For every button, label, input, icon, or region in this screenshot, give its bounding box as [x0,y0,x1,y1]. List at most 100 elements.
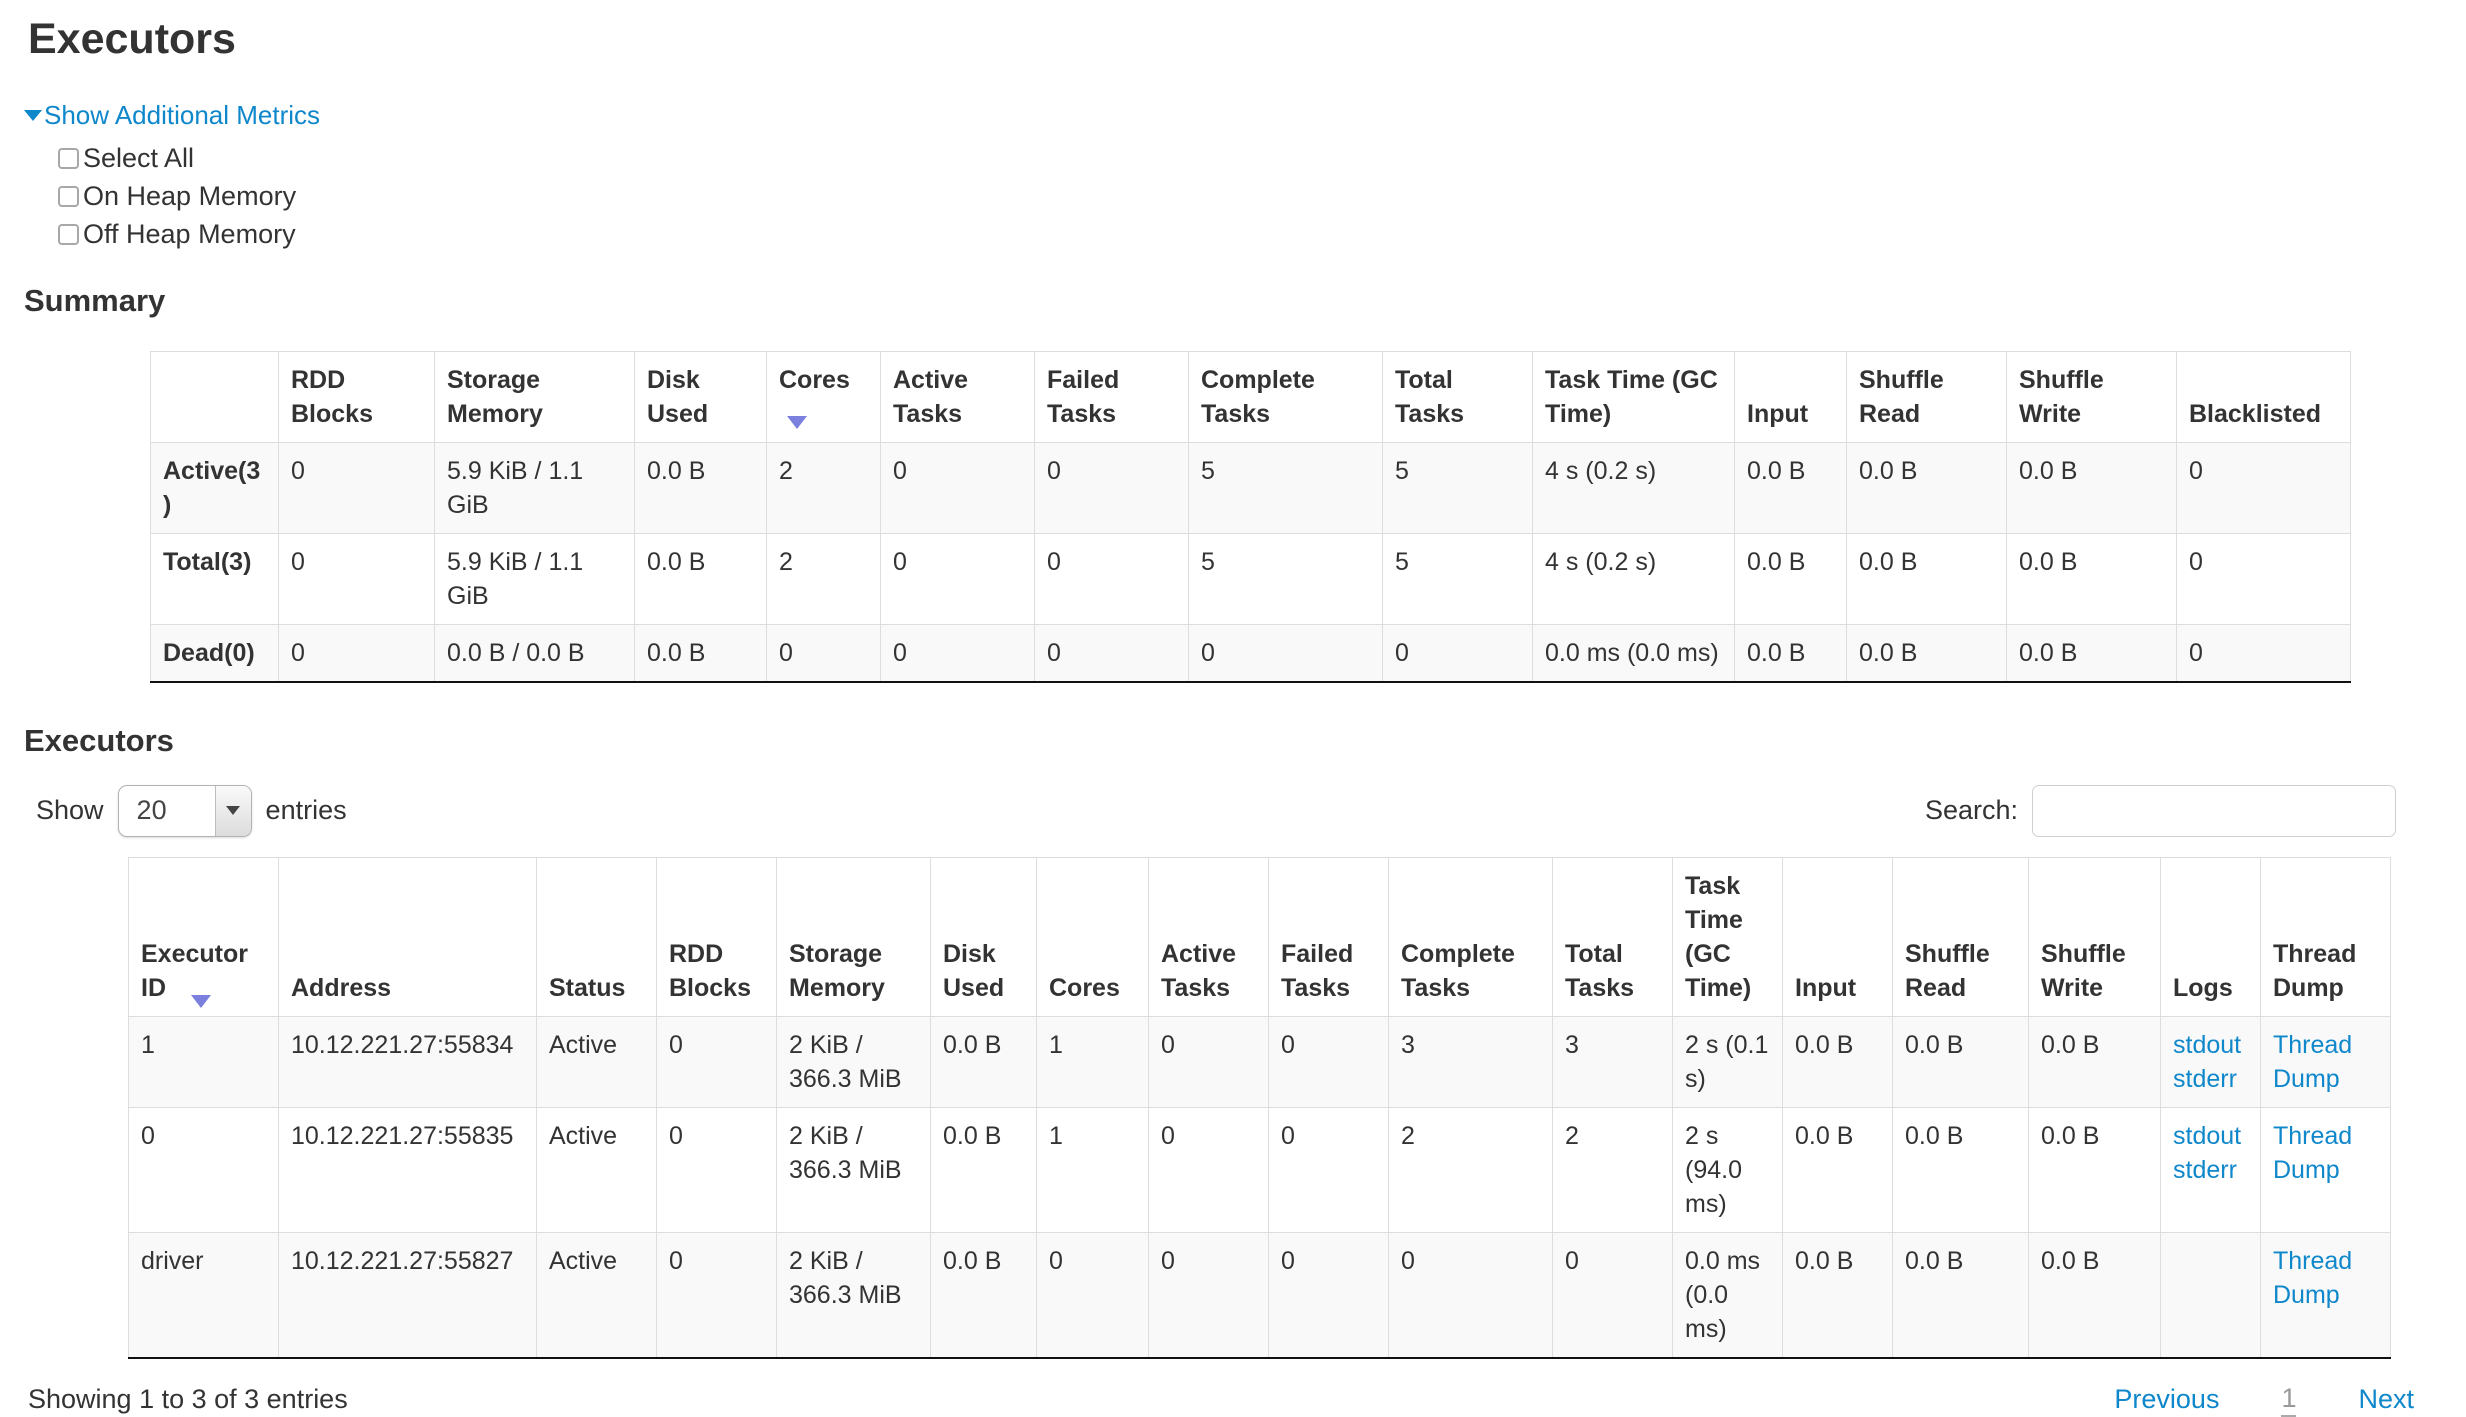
executors-col-executor-id[interactable]: Executor ID [128,856,279,1017]
stderr-link[interactable]: stderr [2173,1064,2237,1093]
spark-executors-page: Executors Show Additional Metrics Select… [24,15,2466,1417]
summary-col-shuffle-write[interactable]: Shuffle Write [2006,350,2177,443]
executors-col-shuffle-write[interactable]: Shuffle Write [2028,856,2161,1017]
cell: 0 [1148,1231,1269,1358]
thread-dump-link[interactable]: Thread Dump [2273,1121,2353,1184]
executors-col-total-tasks[interactable]: Total Tasks [1552,856,1673,1017]
executors-col-status[interactable]: Status [536,856,657,1017]
off-heap-memory-checkbox[interactable] [58,223,79,245]
cell: 0.0 B [1892,1231,2029,1358]
cell: 0.0 B [930,1231,1037,1358]
executor-row-driver: driver 10.12.221.27:55827 Active 0 2 KiB… [128,1231,2391,1358]
cell: 0 [1034,441,1189,534]
executors-col-disk-used[interactable]: Disk Used [930,856,1037,1017]
cell-address: 10.12.221.27:55835 [278,1106,537,1233]
cell: 2 KiB / 366.3 MiB [776,1231,931,1358]
show-additional-metrics-toggle[interactable]: Show Additional Metrics [24,100,320,131]
cell: 4 s (0.2 s) [1532,441,1735,534]
summary-col-storage-memory[interactable]: Storage Memory [434,350,635,443]
summary-col-failed-tasks[interactable]: Failed Tasks [1034,350,1189,443]
cell-thread-dump: Thread Dump [2260,1231,2391,1358]
executors-col-thread-dump[interactable]: Thread Dump [2260,856,2391,1017]
cell: 3 [1388,1015,1553,1108]
summary-heading: Summary [24,283,166,319]
summary-col-disk-used[interactable]: Disk Used [634,350,767,443]
summary-col-complete-tasks[interactable]: Complete Tasks [1188,350,1383,443]
metrics-option-select-all[interactable]: Select All [58,139,2466,177]
thread-dump-link[interactable]: Thread Dump [2273,1246,2353,1309]
summary-col-blacklisted[interactable]: Blacklisted [2176,350,2351,443]
cell: 0 [1034,532,1189,625]
cell-status: Active [536,1015,657,1108]
executors-col-rdd-blocks[interactable]: RDD Blocks [656,856,777,1017]
cell: 0.0 B [1892,1015,2029,1108]
on-heap-memory-checkbox[interactable] [58,185,79,207]
row-label: Dead(0) [150,623,279,682]
executors-col-logs[interactable]: Logs [2160,856,2261,1017]
executors-col-cores[interactable]: Cores [1036,856,1149,1017]
summary-col-rdd-blocks[interactable]: RDD Blocks [278,350,435,443]
executors-table: Executor ID Address Status RDD Blocks St… [128,856,2391,1359]
summary-row-active: Active(3) 0 5.9 KiB / 1.1 GiB 0.0 B 2 0 … [150,441,2351,534]
summary-col-shuffle-read[interactable]: Shuffle Read [1846,350,2007,443]
cell: 2 s (0.1 s) [1672,1015,1783,1108]
select-all-checkbox[interactable] [58,147,79,169]
cell: 0.0 B [1846,441,2007,534]
summary-col-input[interactable]: Input [1734,350,1847,443]
cell-address: 10.12.221.27:55834 [278,1015,537,1108]
cell: 4 s (0.2 s) [1532,532,1735,625]
summary-col-cores[interactable]: Cores [766,350,881,443]
summary-col-blank [150,350,279,443]
summary-col-task-time[interactable]: Task Time (GC Time) [1532,350,1735,443]
executors-col-failed-tasks[interactable]: Failed Tasks [1268,856,1389,1017]
cell: 5 [1188,532,1383,625]
page-title: Executors [28,15,236,63]
cell: 0 [1268,1231,1389,1358]
cell: 0.0 B [634,623,767,682]
cell: 1 [1036,1106,1149,1233]
cell: 0 [1036,1231,1149,1358]
executors-col-address[interactable]: Address [278,856,537,1017]
executors-col-shuffle-read[interactable]: Shuffle Read [1892,856,2029,1017]
cell: 0 [1268,1015,1389,1108]
cell: 0.0 B [2028,1106,2161,1233]
cell: 0.0 B [2006,623,2177,682]
thread-dump-link[interactable]: Thread Dump [2273,1030,2353,1093]
summary-col-total-tasks[interactable]: Total Tasks [1382,350,1533,443]
metrics-option-on-heap-memory[interactable]: On Heap Memory [58,177,2466,215]
cell: 5 [1382,532,1533,625]
search-control: Search: [1925,784,2396,837]
search-input[interactable] [2032,784,2396,837]
next-page-button[interactable]: Next [2358,1384,2414,1415]
summary-col-active-tasks[interactable]: Active Tasks [880,350,1035,443]
entries-suffix: entries [265,795,347,826]
executors-col-complete-tasks[interactable]: Complete Tasks [1388,856,1553,1017]
executors-col-storage-memory[interactable]: Storage Memory [776,856,931,1017]
executors-col-active-tasks[interactable]: Active Tasks [1148,856,1269,1017]
entries-select[interactable]: 20 [117,784,252,837]
metrics-option-off-heap-memory[interactable]: Off Heap Memory [58,215,2466,253]
stdout-link[interactable]: stdout [2173,1121,2242,1150]
cell: 0 [656,1106,777,1233]
executors-col-task-time[interactable]: Task Time (GC Time) [1672,856,1783,1017]
cell: 2 [1388,1106,1553,1233]
cell: 2 s (94.0 ms) [1672,1106,1783,1233]
cell: 0 [1382,623,1533,682]
cell: 0.0 ms (0.0 ms) [1672,1231,1783,1358]
cell: 2 KiB / 366.3 MiB [776,1015,931,1108]
cell: 5.9 KiB / 1.1 GiB [434,532,635,625]
previous-page-button[interactable]: Previous [2114,1384,2220,1415]
stderr-link[interactable]: stderr [2173,1155,2237,1184]
cell: 0.0 B [1734,441,1847,534]
cell-executor-id: driver [128,1231,279,1358]
cell: 5 [1188,441,1383,534]
cell-address: 10.12.221.27:55827 [278,1231,537,1358]
stdout-link[interactable]: stdout [2173,1030,2242,1059]
executors-col-input[interactable]: Input [1782,856,1893,1017]
cell: 0 [2176,532,2351,625]
cell: 0.0 B [1782,1231,1893,1358]
cell: 0 [766,623,881,682]
cell: 2 [766,532,881,625]
current-page-number[interactable]: 1 [2281,1383,2297,1417]
cell: 0 [2176,441,2351,534]
